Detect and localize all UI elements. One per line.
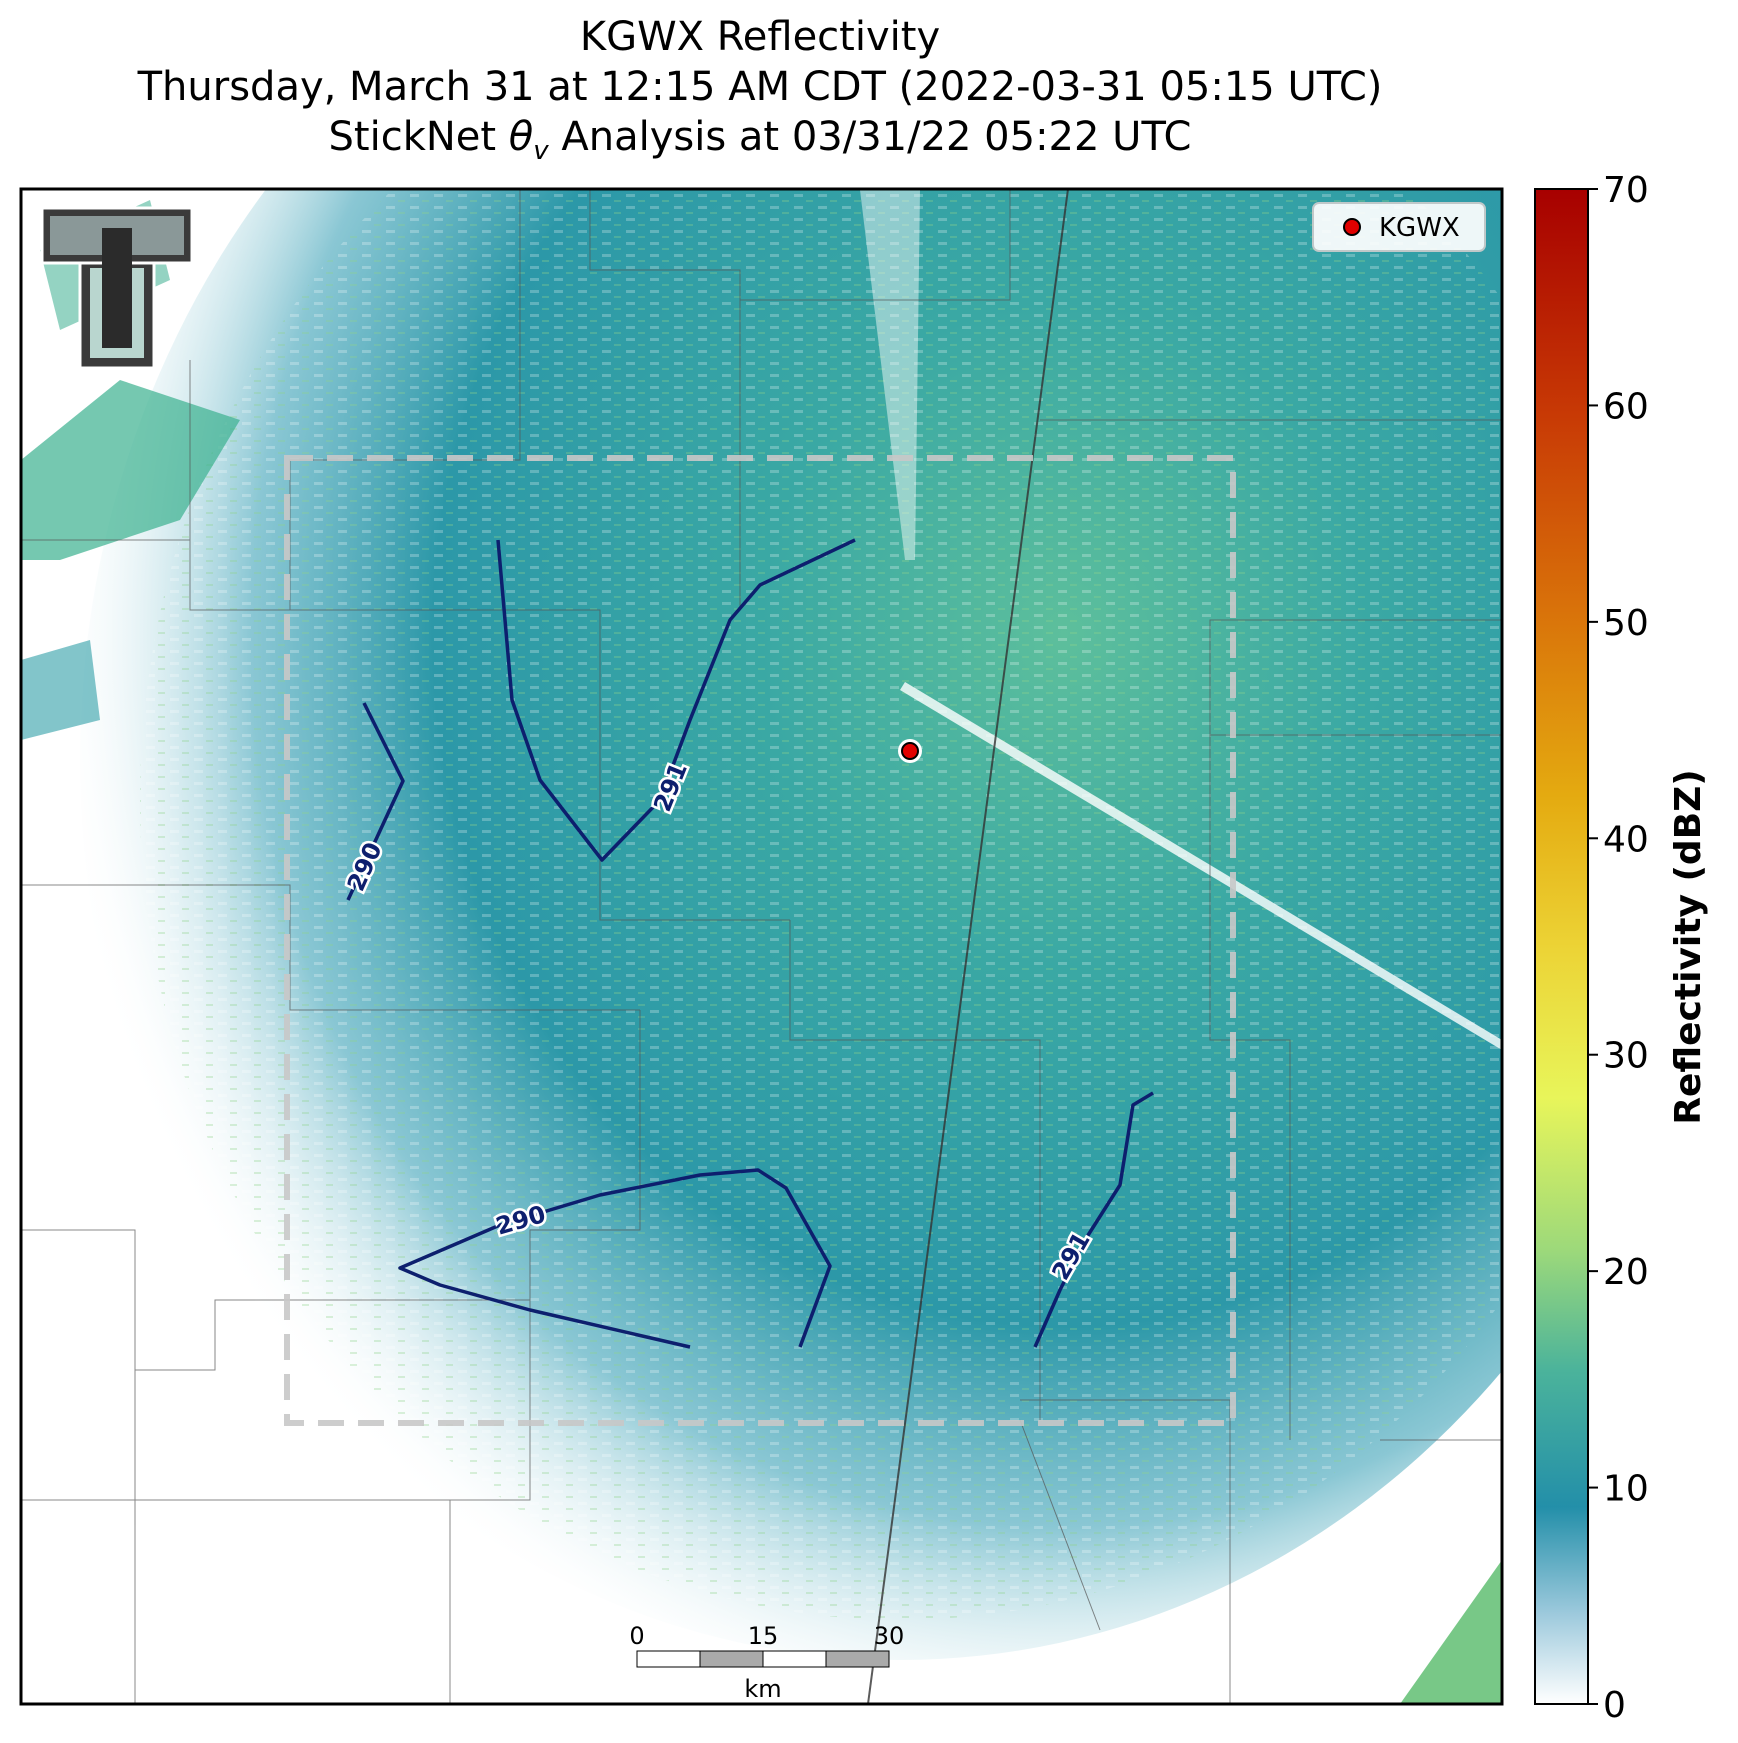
colorbar-tick-label: 70 <box>1603 170 1649 211</box>
scale-tick: 0 <box>629 1622 644 1650</box>
colorbar-tick-label: 20 <box>1603 1252 1649 1293</box>
colorbar-tick-label: 50 <box>1603 603 1649 644</box>
colorbar: 0 10 20 30 40 50 60 70 Reflectivity (dBZ) <box>1534 170 1709 1726</box>
contour-line <box>346 702 405 901</box>
colorbar-ticks: 0 10 20 30 40 50 60 70 <box>1588 170 1649 1726</box>
colorbar-tick-label: 30 <box>1603 1036 1649 1077</box>
county-lines <box>21 190 1502 1704</box>
scale-bar: 0 15 30 km <box>629 1622 904 1703</box>
contour-line <box>398 1168 832 1349</box>
contour-line <box>1033 1091 1154 1348</box>
analysis-domain-box <box>284 455 1236 1426</box>
chart-subtitle-time: Thursday, March 31 at 12:15 AM CDT (2022… <box>137 64 1383 110</box>
radar-site-marker <box>901 742 919 760</box>
contour-line <box>496 538 856 862</box>
colorbar-tick-label: 40 <box>1603 819 1649 860</box>
theta-v-contours <box>346 538 1154 1349</box>
scale-unit: km <box>744 1675 781 1703</box>
legend-label: KGWX <box>1379 213 1460 243</box>
colorbar-scale <box>1534 188 1589 1705</box>
legend: KGWX <box>1312 202 1486 252</box>
colorbar-tick-label: 10 <box>1603 1469 1649 1510</box>
chart-subtitle-analysis: StickNet θv Analysis at 03/31/22 05:22 U… <box>328 114 1192 166</box>
double-t-logo <box>40 206 194 370</box>
map-frame <box>19 187 1504 1706</box>
chart-title: KGWX Reflectivity <box>579 14 941 60</box>
scale-tick: 30 <box>874 1622 905 1650</box>
legend-marker <box>1343 218 1361 236</box>
scale-tick: 15 <box>748 1622 779 1650</box>
map-area: 291 290 290 291 KGWX 0 <box>21 189 1502 1704</box>
colorbar-tick-label: 60 <box>1603 386 1649 427</box>
colorbar-label: Reflectivity (dBZ) <box>1668 769 1709 1124</box>
highway-line <box>867 189 1069 1704</box>
colorbar-tick-label: 0 <box>1603 1685 1626 1726</box>
